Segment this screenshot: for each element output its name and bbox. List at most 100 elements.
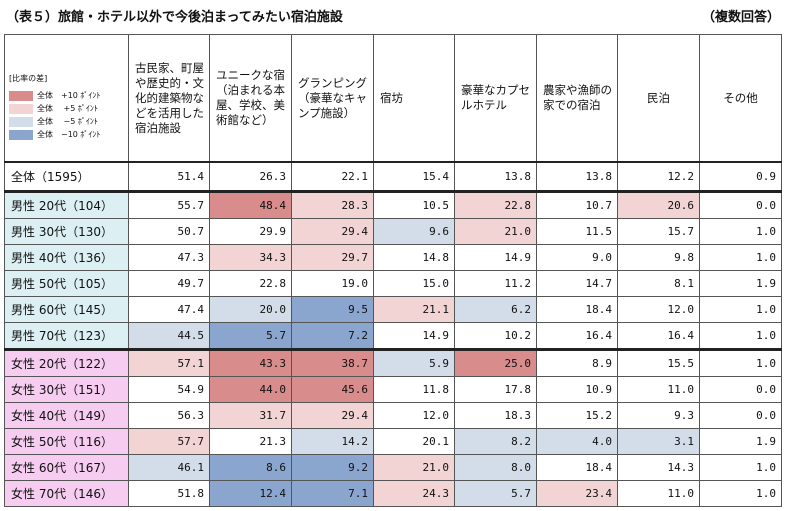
legend-title: [比率の差] <box>9 74 48 83</box>
value-cell: 14.2 <box>291 428 374 455</box>
value-cell: 22.1 <box>291 161 374 192</box>
value-cell: 9.5 <box>291 296 374 323</box>
value-cell: 14.7 <box>536 270 618 297</box>
legend-item: 全体 +10 ﾎﾟｲﾝﾄ <box>9 89 124 102</box>
value-cell: 5.7 <box>209 322 292 350</box>
value-cell: 46.1 <box>128 454 210 481</box>
value-cell: 18.4 <box>536 454 618 481</box>
value-cell: 4.0 <box>536 428 618 455</box>
value-cell: 45.6 <box>291 376 374 403</box>
value-cell: 55.7 <box>128 190 210 219</box>
value-cell: 21.0 <box>454 218 537 245</box>
value-cell: 14.3 <box>617 454 700 481</box>
value-cell: 51.8 <box>128 480 210 507</box>
value-cell: 38.7 <box>291 348 374 377</box>
value-cell: 48.4 <box>209 190 292 219</box>
row-label: 全体（1595） <box>4 161 129 192</box>
table-row: 男性 50代（105） 49.7 22.8 19.0 15.0 11.2 14.7 8.1 1.… <box>4 270 782 297</box>
column-header-shukubo: 宿坊 <box>373 34 455 163</box>
value-cell: 11.2 <box>454 270 537 297</box>
value-cell: 1.9 <box>699 428 782 455</box>
column-header-minpaku: 民泊 <box>617 34 700 163</box>
value-cell: 16.4 <box>617 322 700 350</box>
value-cell: 9.0 <box>536 244 618 271</box>
value-cell: 7.2 <box>291 322 374 350</box>
value-cell: 28.3 <box>291 190 374 219</box>
column-header-other: その他 <box>699 34 782 163</box>
column-header-kominka: 古民家、町屋や歴史的・文化的建築物などを活用した宿泊施設 <box>128 34 210 163</box>
value-cell: 16.4 <box>536 322 618 350</box>
value-cell: 1.0 <box>699 296 782 323</box>
value-cell: 47.4 <box>128 296 210 323</box>
value-cell: 44.5 <box>128 322 210 350</box>
value-cell: 57.7 <box>128 428 210 455</box>
value-cell: 5.9 <box>373 348 455 377</box>
table-row: 男性 70代（123） 44.5 5.7 7.2 14.9 10.2 16.4 16.4 1.0 <box>4 322 782 350</box>
value-cell: 26.3 <box>209 161 292 192</box>
value-cell: 25.0 <box>454 348 537 377</box>
value-cell: 15.0 <box>373 270 455 297</box>
row-label: 女性 70代（146） <box>4 480 129 507</box>
row-label: 女性 50代（116） <box>4 428 129 455</box>
value-cell: 15.7 <box>617 218 700 245</box>
value-cell: 6.2 <box>454 296 537 323</box>
value-cell: 18.4 <box>536 296 618 323</box>
value-cell: 3.1 <box>617 428 700 455</box>
value-cell: 11.8 <box>373 376 455 403</box>
value-cell: 9.6 <box>373 218 455 245</box>
value-cell: 29.7 <box>291 244 374 271</box>
value-cell: 1.0 <box>699 454 782 481</box>
value-cell: 9.3 <box>617 402 700 429</box>
row-label: 男性 30代（130） <box>4 218 129 245</box>
legend-text: 全体 −10 ﾎﾟｲﾝﾄ <box>37 130 101 139</box>
value-cell: 15.2 <box>536 402 618 429</box>
row-label: 男性 50代（105） <box>4 270 129 297</box>
value-cell: 10.2 <box>454 322 537 350</box>
table-row: 男性 60代（145） 47.4 20.0 9.5 21.1 6.2 18.4 12.0 1.0 <box>4 296 782 323</box>
table-row: 男性 30代（130） 50.7 29.9 29.4 9.6 21.0 11.5 15.7 1.… <box>4 218 782 245</box>
value-cell: 24.3 <box>373 480 455 507</box>
value-cell: 10.7 <box>536 190 618 219</box>
value-cell: 50.7 <box>128 218 210 245</box>
value-cell: 49.7 <box>128 270 210 297</box>
value-cell: 14.8 <box>373 244 455 271</box>
header-row: [比率の差] 全体 +10 ﾎﾟｲﾝﾄ 全体 +5 ﾎﾟｲﾝﾄ 全体 −5 ﾎﾟ… <box>4 34 782 163</box>
value-cell: 12.4 <box>209 480 292 507</box>
value-cell: 10.5 <box>373 190 455 219</box>
table-row: 女性 50代（116） 57.7 21.3 14.2 20.1 8.2 4.0 3.1 1.9 <box>4 428 782 455</box>
value-cell: 8.9 <box>536 348 618 377</box>
value-cell: 1.0 <box>699 322 782 350</box>
value-cell: 5.7 <box>454 480 537 507</box>
table-title: （表５）旅館・ホテル以外で今後泊まってみたい宿泊施設 <box>6 10 343 25</box>
value-cell: 20.0 <box>209 296 292 323</box>
legend-swatch <box>9 116 33 127</box>
legend-item: 全体 −10 ﾎﾟｲﾝﾄ <box>9 128 124 141</box>
value-cell: 1.0 <box>699 480 782 507</box>
table-row: 男性 20代（104） 55.7 48.4 28.3 10.5 22.8 10.7 20.6 0… <box>4 190 782 219</box>
value-cell: 13.8 <box>536 161 618 192</box>
table-row: 女性 70代（146） 51.8 12.4 7.1 24.3 5.7 23.4 11.0 1.0 <box>4 480 782 507</box>
value-cell: 29.4 <box>291 402 374 429</box>
value-cell: 8.1 <box>617 270 700 297</box>
data-table: [比率の差] 全体 +10 ﾎﾟｲﾝﾄ 全体 +5 ﾎﾟｲﾝﾄ 全体 −5 ﾎﾟ… <box>4 34 782 507</box>
value-cell: 11.0 <box>617 376 700 403</box>
value-cell: 1.0 <box>699 244 782 271</box>
table-row: 女性 20代（122） 57.1 43.3 38.7 5.9 25.0 8.9 15.5 1.0 <box>4 348 782 377</box>
legend: [比率の差] 全体 +10 ﾎﾟｲﾝﾄ 全体 +5 ﾎﾟｲﾝﾄ 全体 −5 ﾎﾟ… <box>4 34 129 163</box>
value-cell: 31.7 <box>209 402 292 429</box>
value-cell: 15.4 <box>373 161 455 192</box>
legend-text: 全体 +10 ﾎﾟｲﾝﾄ <box>37 91 101 100</box>
value-cell: 13.8 <box>454 161 537 192</box>
value-cell: 0.0 <box>699 190 782 219</box>
value-cell: 47.3 <box>128 244 210 271</box>
row-label: 女性 30代（151） <box>4 376 129 403</box>
value-cell: 7.1 <box>291 480 374 507</box>
value-cell: 22.8 <box>209 270 292 297</box>
row-label: 男性 60代（145） <box>4 296 129 323</box>
value-cell: 8.6 <box>209 454 292 481</box>
value-cell: 1.0 <box>699 348 782 377</box>
value-cell: 54.9 <box>128 376 210 403</box>
value-cell: 12.0 <box>617 296 700 323</box>
table-body: 全体（1595） 51.4 26.3 22.1 15.4 13.8 13.8 12.2 0.9 男… <box>4 161 782 507</box>
value-cell: 20.1 <box>373 428 455 455</box>
